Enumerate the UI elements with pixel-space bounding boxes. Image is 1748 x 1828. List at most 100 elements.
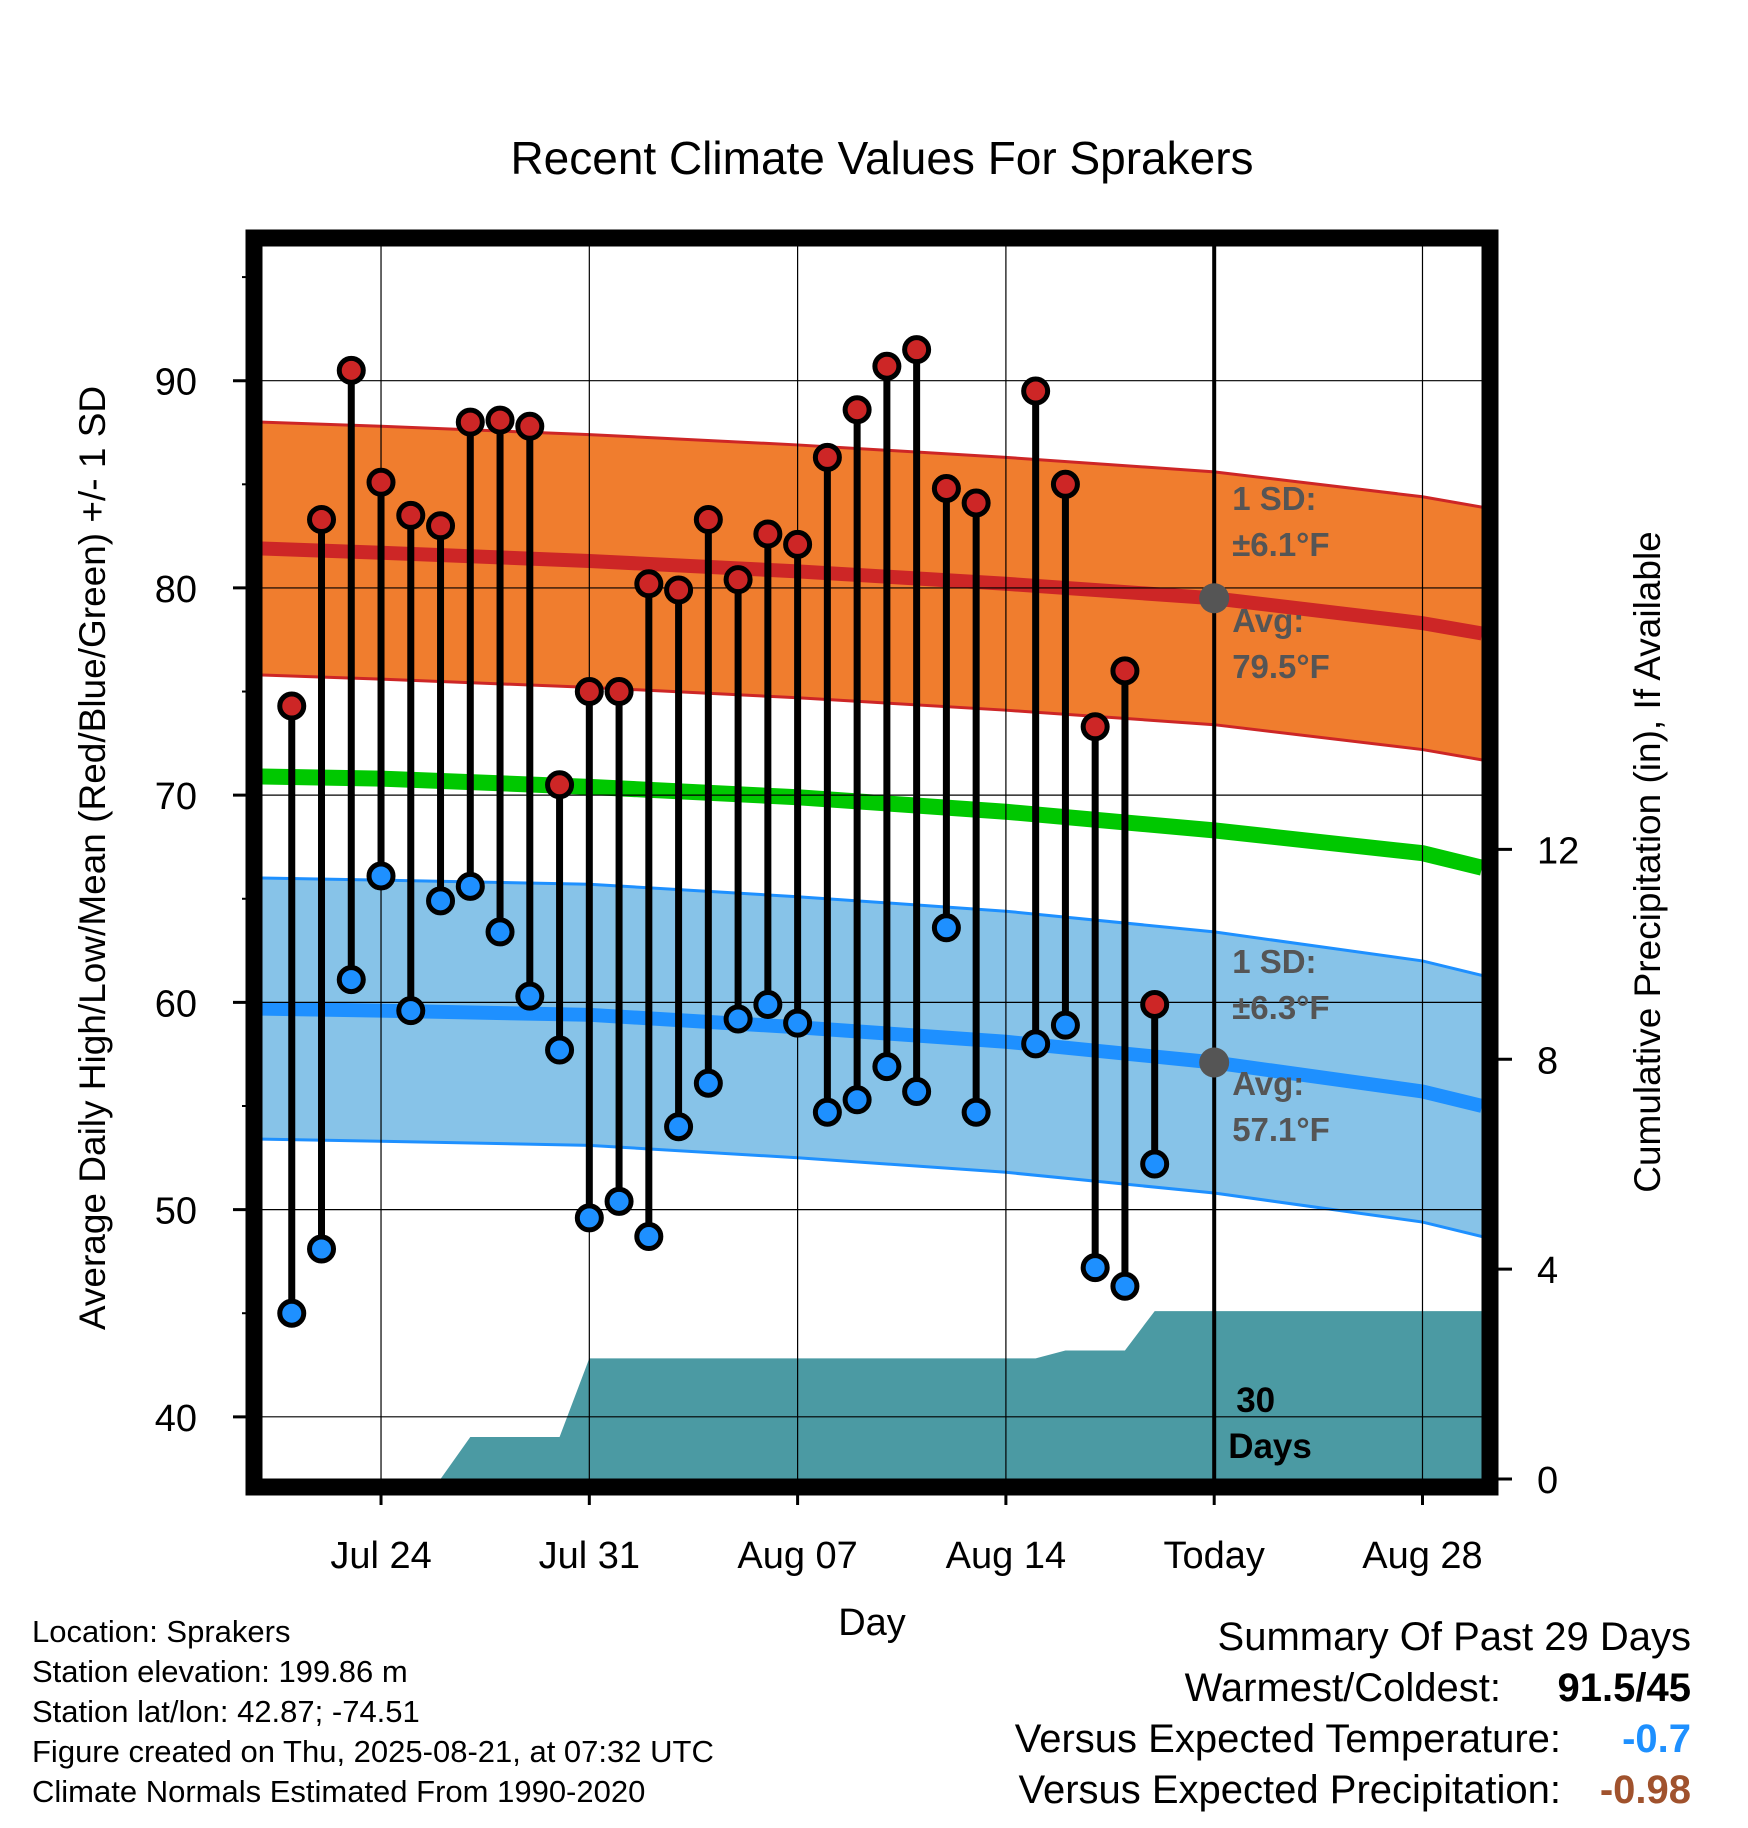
high-temp-point: [485, 405, 515, 435]
high-normal-band: [262, 422, 1482, 760]
mean-normal-line: [262, 768, 1482, 876]
low-temp-point: [396, 996, 426, 1026]
low-temp-point: [783, 1008, 813, 1038]
low-temp-point: [723, 1004, 753, 1034]
low-temp-point: [604, 1186, 634, 1216]
high-temp-point: [604, 677, 634, 707]
low-temp-point: [366, 861, 396, 891]
high-temp-point: [455, 407, 485, 437]
low-temp-point: [664, 1112, 694, 1142]
x-tick-label: Aug 07: [737, 1535, 857, 1577]
summary-temp-row: Versus Expected Temperature: -0.7: [1015, 1714, 1691, 1765]
days-count: 30: [1236, 1381, 1275, 1420]
y-left-tick-label: 50: [155, 1191, 197, 1233]
high-temp-point: [842, 395, 872, 425]
low-temp-point: [753, 989, 783, 1019]
low-temp-point: [931, 913, 961, 943]
low-avg-label: Avg:: [1232, 1065, 1304, 1102]
high-temp-point: [961, 488, 991, 518]
warm-cold-label: Warmest/Coldest:: [1184, 1666, 1501, 1710]
high-temp-point: [426, 511, 456, 541]
low-temp-point: [455, 871, 485, 901]
x-tick-label: Aug 14: [946, 1535, 1066, 1577]
temp-anomaly-label: Versus Expected Temperature:: [1014, 1717, 1561, 1761]
high-temp-point: [366, 467, 396, 497]
low-temp-point: [634, 1222, 664, 1252]
low-temp-point: [693, 1068, 723, 1098]
low-temp-point: [961, 1097, 991, 1127]
high-temp-point: [277, 691, 307, 721]
precip-anomaly-value: -0.98: [1599, 1768, 1691, 1812]
low-temp-point: [1140, 1149, 1170, 1179]
low-temp-point: [902, 1076, 932, 1106]
low-temp-point: [1110, 1271, 1140, 1301]
y-right-tick-label: 0: [1537, 1460, 1558, 1502]
high-temp-point: [664, 575, 694, 605]
chart-title: Recent Climate Values For Sprakers: [510, 132, 1253, 184]
y-left-axis-label: Average Daily High/Low/Mean (Red/Blue/Gr…: [72, 386, 113, 1330]
high-avg-value: 79.5°F: [1232, 648, 1330, 685]
high-temp-point: [515, 411, 545, 441]
high-temp-point: [902, 335, 932, 365]
low-temp-point: [336, 965, 366, 995]
low-temp-point: [545, 1035, 575, 1065]
today-low-normal-marker: [1199, 1047, 1230, 1078]
low-temp-point: [812, 1097, 842, 1127]
y-left-tick-label: 40: [155, 1398, 197, 1440]
low-temp-point: [426, 886, 456, 916]
high-temp-point: [723, 565, 753, 595]
high-temp-point: [753, 519, 783, 549]
y-left-tick-label: 70: [155, 776, 197, 818]
latlon-text: Station lat/lon: 42.87; -74.51: [32, 1694, 420, 1729]
low-temp-point: [574, 1203, 604, 1233]
warm-cold-value: 91.5/45: [1557, 1666, 1691, 1710]
y-right-tick-label: 12: [1537, 830, 1579, 872]
low-temp-point: [277, 1298, 307, 1328]
y-left-tick-label: 60: [155, 983, 197, 1025]
low-temp-point: [307, 1234, 337, 1264]
high-temp-point: [307, 505, 337, 535]
high-sd-value: ±6.1°F: [1232, 526, 1329, 563]
high-temp-point: [396, 500, 426, 530]
high-temp-point: [634, 569, 664, 599]
high-band-lower-edge: [262, 673, 1482, 762]
y-left-tick-label: 90: [155, 362, 197, 404]
high-avg-label: Avg:: [1232, 602, 1304, 639]
x-tick-label: Aug 28: [1362, 1535, 1482, 1577]
created-text: Figure created on Thu, 2025-08-21, at 07…: [32, 1734, 714, 1769]
high-temp-point: [545, 770, 575, 800]
low-band-lower-edge: [262, 1137, 1482, 1238]
summary-panel: Summary Of Past 29 Days Warmest/Coldest:…: [1015, 1612, 1691, 1816]
low-temp-point: [485, 917, 515, 947]
y-right-tick-label: 8: [1537, 1040, 1558, 1082]
x-tick-label: Jul 31: [539, 1535, 640, 1577]
high-temp-point: [872, 351, 902, 381]
y-right-axis-label: Cumulative Precipitation (in), If Availa…: [1627, 531, 1668, 1193]
high-normal-line: [262, 541, 1482, 641]
plot-area: [262, 246, 1482, 1479]
precipitation-area: [262, 1311, 1482, 1479]
low-temp-point: [1021, 1029, 1051, 1059]
summary-warm-cold-row: Warmest/Coldest: 91.5/45: [1015, 1663, 1691, 1714]
high-temp-point: [336, 355, 366, 385]
y-right-tick-label: 4: [1537, 1250, 1558, 1292]
plot-frame: [245, 229, 1499, 1496]
high-temp-point: [1140, 989, 1170, 1019]
high-temp-point: [783, 529, 813, 559]
y-left-tick-label: 80: [155, 569, 197, 611]
low-temp-point: [1050, 1010, 1080, 1040]
low-sd-value: ±6.3°F: [1232, 989, 1329, 1026]
high-band-upper-edge: [262, 420, 1482, 509]
high-temp-point: [574, 677, 604, 707]
low-temp-point: [515, 981, 545, 1011]
days-label: Days: [1228, 1427, 1312, 1466]
high-temp-point: [693, 505, 723, 535]
low-temp-point: [1080, 1253, 1110, 1283]
summary-title: Summary Of Past 29 Days: [1217, 1615, 1691, 1659]
low-temp-point: [872, 1052, 902, 1082]
high-temp-point: [1110, 656, 1140, 686]
x-tick-label: Today: [1163, 1535, 1264, 1577]
low-avg-value: 57.1°F: [1232, 1111, 1330, 1148]
high-temp-point: [931, 473, 961, 503]
low-band-upper-edge: [262, 876, 1482, 977]
